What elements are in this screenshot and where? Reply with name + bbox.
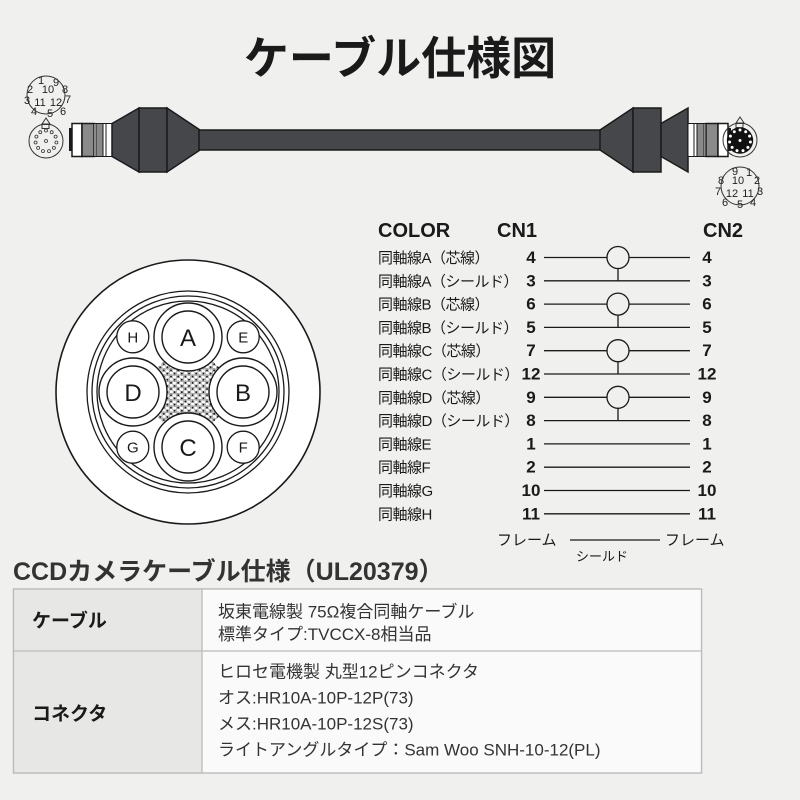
svg-text:3: 3	[526, 271, 535, 290]
svg-text:フレーム: フレーム	[497, 532, 557, 549]
svg-text:G: G	[127, 440, 139, 457]
svg-text:COLOR: COLOR	[378, 220, 451, 242]
svg-text:10: 10	[522, 481, 541, 500]
svg-text:4: 4	[31, 106, 37, 118]
svg-text:ヒロセ電機製 丸型12ピンコネクタ: ヒロセ電機製 丸型12ピンコネクタ	[218, 663, 479, 682]
svg-text:フレーム: フレーム	[665, 532, 725, 549]
svg-text:同軸線B（シールド）: 同軸線B（シールド）	[378, 320, 518, 337]
svg-text:コネクタ: コネクタ	[32, 703, 107, 725]
svg-text:4: 4	[750, 197, 756, 209]
svg-text:8: 8	[702, 411, 711, 430]
svg-text:シールド: シールド	[576, 549, 628, 564]
svg-text:同軸線A（芯線）: 同軸線A（芯線）	[378, 250, 489, 267]
svg-text:同軸線H: 同軸線H	[378, 506, 432, 523]
svg-text:2: 2	[526, 458, 535, 477]
svg-text:同軸線E: 同軸線E	[378, 436, 432, 453]
svg-text:5: 5	[526, 318, 535, 337]
svg-text:ケーブル仕様図: ケーブル仕様図	[244, 33, 556, 84]
svg-text:2: 2	[702, 458, 711, 477]
svg-text:6: 6	[702, 295, 711, 314]
svg-text:7: 7	[702, 341, 711, 360]
svg-text:6: 6	[526, 295, 535, 314]
svg-text:8: 8	[526, 411, 535, 430]
svg-text:5: 5	[47, 108, 53, 120]
svg-text:同軸線A（シールド）: 同軸線A（シールド）	[378, 273, 518, 290]
svg-text:6: 6	[60, 106, 66, 118]
svg-text:5: 5	[737, 199, 743, 211]
svg-text:11: 11	[698, 504, 716, 523]
svg-text:CN2: CN2	[703, 220, 743, 242]
svg-text:坂東電線製 75Ω複合同軸ケーブル: 坂東電線製 75Ω複合同軸ケーブル	[218, 602, 474, 622]
svg-text:C: C	[179, 435, 196, 462]
svg-text:3: 3	[24, 95, 30, 107]
svg-text:6: 6	[722, 197, 728, 209]
svg-text:7: 7	[526, 341, 535, 360]
svg-text:7: 7	[65, 94, 71, 106]
svg-text:12: 12	[522, 365, 541, 384]
svg-text:12: 12	[698, 365, 717, 384]
svg-text:同軸線D（シールド）: 同軸線D（シールド）	[378, 413, 519, 430]
svg-text:10: 10	[732, 175, 744, 187]
svg-text:H: H	[127, 329, 138, 346]
svg-text:4: 4	[702, 248, 712, 267]
svg-text:5: 5	[702, 318, 711, 337]
svg-text:メス:HR10A-10P-12S(73): メス:HR10A-10P-12S(73)	[218, 715, 414, 734]
svg-text:1: 1	[746, 167, 752, 179]
svg-text:標準タイプ:TVCCX-8相当品: 標準タイプ:TVCCX-8相当品	[218, 625, 431, 644]
svg-text:11: 11	[522, 504, 540, 523]
svg-text:B: B	[235, 380, 251, 407]
svg-text:1: 1	[526, 434, 535, 453]
svg-text:F: F	[239, 440, 248, 457]
svg-text:D: D	[124, 380, 141, 407]
svg-text:同軸線G: 同軸線G	[378, 483, 433, 500]
svg-text:3: 3	[757, 186, 763, 198]
svg-text:A: A	[180, 325, 196, 352]
svg-text:同軸線C（芯線）: 同軸線C（芯線）	[378, 343, 490, 360]
svg-text:オス:HR10A-10P-12P(73): オス:HR10A-10P-12P(73)	[218, 689, 414, 708]
svg-text:同軸線B（芯線）: 同軸線B（芯線）	[378, 297, 489, 314]
svg-text:10: 10	[42, 84, 54, 96]
svg-text:E: E	[238, 329, 248, 346]
svg-text:ライトアングルタイプ：Sam Woo SNH-10-12(P: ライトアングルタイプ：Sam Woo SNH-10-12(PL)	[218, 741, 601, 760]
svg-text:4: 4	[526, 248, 536, 267]
svg-text:7: 7	[715, 186, 721, 198]
svg-text:同軸線D（芯線）: 同軸線D（芯線）	[378, 390, 490, 407]
svg-text:CN1: CN1	[497, 220, 537, 242]
svg-text:CCDカメラケーブル仕様（UL20379）: CCDカメラケーブル仕様（UL20379）	[13, 557, 444, 586]
svg-text:9: 9	[702, 388, 711, 407]
svg-text:10: 10	[698, 481, 717, 500]
svg-text:同軸線C（シールド）: 同軸線C（シールド）	[378, 367, 519, 384]
svg-text:ケーブル: ケーブル	[32, 609, 107, 632]
svg-text:9: 9	[526, 388, 535, 407]
svg-text:3: 3	[702, 271, 711, 290]
svg-text:1: 1	[702, 434, 711, 453]
svg-text:同軸線F: 同軸線F	[378, 460, 431, 477]
